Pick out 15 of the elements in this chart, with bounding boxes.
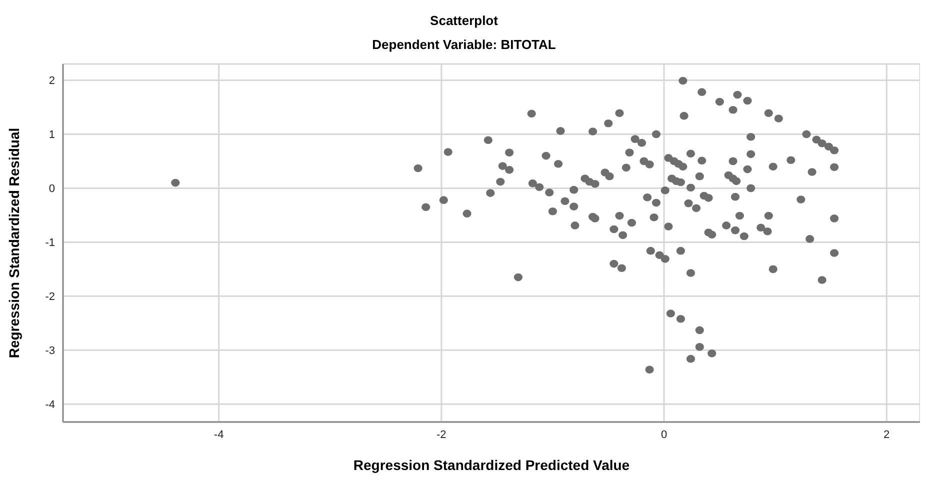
chart-subtitle: Dependent Variable: BITOTAL — [371, 36, 557, 54]
y-tick-label: -3 — [45, 345, 55, 358]
x-tick-label: -2 — [436, 428, 446, 441]
y-tick-label: -2 — [45, 291, 55, 304]
x-tick-label: 0 — [660, 428, 668, 441]
y-tick-label: 0 — [48, 183, 55, 196]
x-tick-label: 2 — [884, 428, 890, 441]
chart-title: Scatterplot — [429, 12, 499, 30]
y-tick-label: 1 — [48, 129, 55, 142]
x-axis-title: Regression Standardized Predicted Value — [353, 457, 630, 473]
y-tick-label: 2 — [48, 75, 55, 88]
x-tick-label: -4 — [214, 428, 224, 441]
y-axis-title: Regression Standardized Residual — [6, 128, 22, 358]
y-tick-label: -1 — [45, 237, 55, 250]
y-tick-label: -4 — [45, 399, 55, 412]
